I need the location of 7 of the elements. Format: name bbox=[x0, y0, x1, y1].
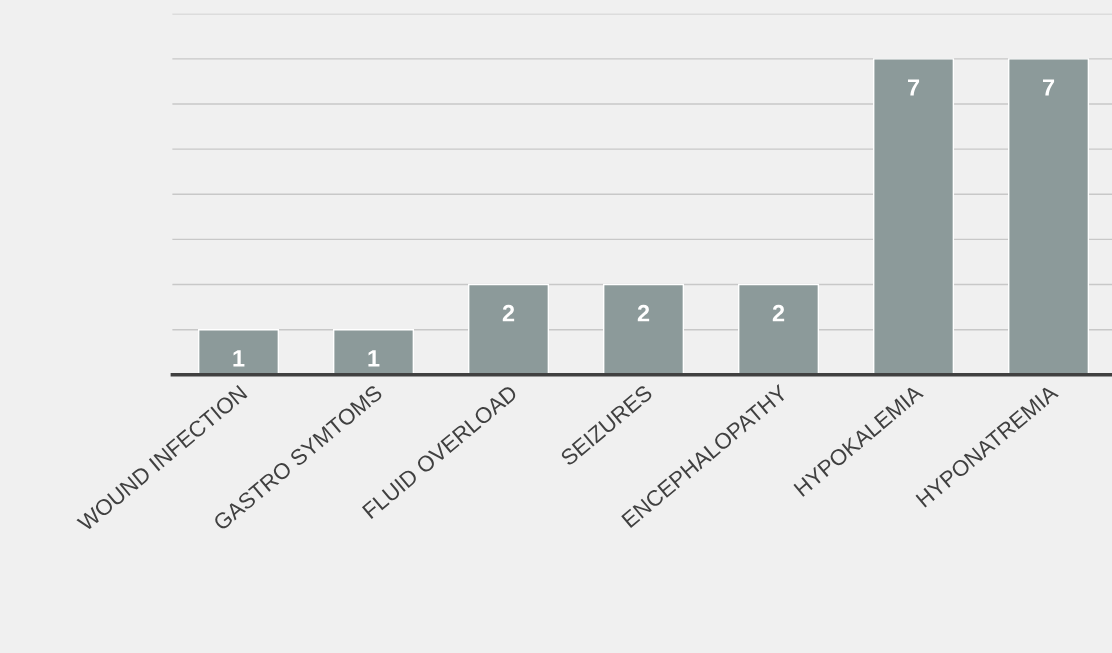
data-label: 2 bbox=[772, 304, 785, 322]
data-label: 1 bbox=[368, 350, 380, 367]
data-label: 1 bbox=[233, 350, 245, 367]
data-label: 2 bbox=[637, 304, 650, 322]
data-label: 7 bbox=[907, 79, 920, 96]
data-label: 7 bbox=[1043, 79, 1055, 96]
data-label: 2 bbox=[502, 304, 515, 322]
